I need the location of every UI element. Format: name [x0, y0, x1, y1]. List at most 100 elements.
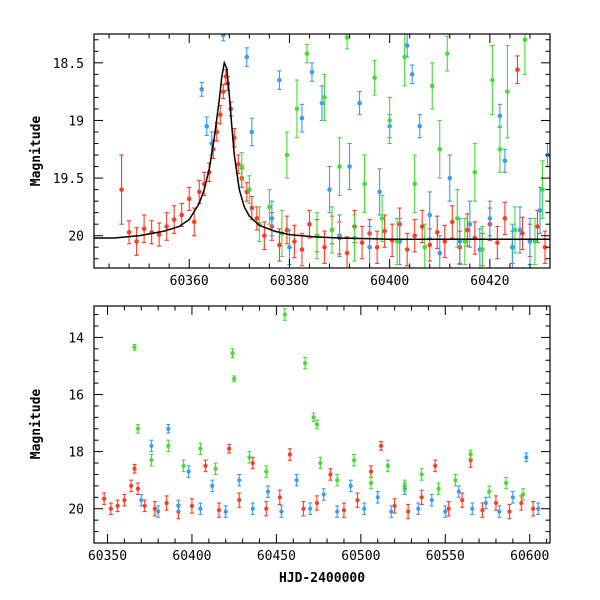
top-data-point	[532, 239, 538, 244]
top-x-tick-label: 60420	[470, 274, 509, 289]
top-data-point	[277, 242, 282, 248]
bottom-panel: 60350 60400 60450 60500 60550 60600 14 16 18 20 M…	[29, 305, 551, 586]
bottom-data-point	[493, 500, 499, 506]
top-data-point	[540, 187, 545, 192]
bottom-data-point	[419, 495, 424, 500]
top-data-point	[429, 83, 435, 89]
bottom-data-point	[287, 452, 293, 457]
top-data-point	[412, 233, 418, 239]
top-data-point	[447, 175, 453, 181]
top-data-point	[502, 158, 508, 164]
bottom-data-point	[392, 503, 397, 508]
top-data-point	[322, 95, 327, 100]
bottom-data-point	[453, 478, 458, 483]
top-data-point	[487, 216, 493, 221]
bottom-data-point	[314, 422, 320, 427]
bottom-data-point	[186, 469, 191, 474]
bottom-data-point	[265, 489, 271, 494]
top-data-point	[437, 146, 443, 152]
top-series-0	[119, 55, 548, 268]
top-data-point	[179, 212, 184, 218]
bottom-y-tick-label: 18	[68, 446, 84, 461]
top-y-tick-label: 19	[68, 114, 84, 129]
top-data-point	[502, 216, 508, 221]
top-data-point	[304, 51, 310, 56]
top-data-point	[505, 89, 510, 94]
bottom-data-point	[436, 486, 441, 491]
top-data-point	[367, 244, 372, 250]
bottom-data-point	[416, 506, 421, 511]
bottom-data-point	[385, 463, 390, 469]
top-data-point	[134, 239, 139, 244]
bottom-data-point	[198, 446, 203, 451]
top-data-point	[239, 164, 245, 169]
bottom-data-point	[264, 506, 269, 511]
bottom-data-point	[368, 469, 374, 474]
bottom-data-point	[132, 345, 137, 350]
bottom-y-tick-label: 20	[68, 503, 84, 518]
bottom-data-point	[301, 506, 306, 511]
top-data-point	[517, 227, 523, 233]
top-data-point	[267, 204, 272, 210]
bottom-data-point	[402, 483, 407, 488]
bottom-data-point	[237, 498, 242, 503]
top-data-point	[186, 196, 192, 202]
top-data-point	[417, 123, 423, 129]
top-data-point	[347, 164, 352, 169]
bottom-data-point	[250, 506, 255, 511]
top-data-point	[537, 208, 543, 213]
top-y-tick-label: 19.5	[53, 172, 84, 187]
top-data-point	[495, 240, 500, 245]
bottom-data-point	[335, 509, 340, 514]
bottom-data-point	[318, 460, 323, 466]
top-data-point	[217, 112, 223, 117]
bottom-data-point	[115, 503, 120, 508]
top-data-point	[527, 239, 533, 244]
bottom-data-point	[247, 455, 252, 460]
top-data-point	[412, 181, 418, 187]
bottom-data-point	[139, 498, 144, 503]
top-data-point	[247, 187, 252, 192]
top-data-point	[510, 244, 515, 250]
top-data-point	[249, 129, 255, 135]
top-data-point	[164, 224, 169, 229]
bottom-data-point	[152, 506, 157, 511]
top-data-point	[377, 189, 382, 195]
top-data-point	[372, 75, 377, 81]
top-data-point	[309, 69, 315, 75]
model-fit-curve	[94, 60, 550, 240]
top-data-point	[442, 239, 448, 244]
top-data-point	[359, 240, 365, 245]
bottom-x-tick-label: 60600	[510, 549, 549, 564]
top-data-point	[319, 100, 325, 106]
top-data-point	[327, 187, 332, 192]
bottom-data-point	[164, 500, 169, 506]
bottom-data-point	[189, 503, 195, 508]
bottom-x-tick-label: 60550	[426, 549, 465, 564]
top-data-point	[249, 205, 255, 211]
top-data-point	[535, 224, 540, 229]
bottom-data-point	[176, 503, 181, 508]
top-data-point	[444, 51, 450, 56]
top-data-point	[171, 217, 177, 222]
top-plot-frame	[93, 33, 551, 269]
top-series-2	[239, 34, 545, 268]
bottom-data-point	[433, 463, 438, 469]
bottom-data-point	[507, 509, 512, 514]
top-data-point	[427, 212, 433, 218]
bottom-data-point	[216, 508, 222, 513]
top-x-tick-label: 60380	[270, 274, 309, 289]
top-data-point	[457, 239, 463, 244]
top-data-point	[322, 244, 327, 250]
top-data-point	[141, 226, 147, 232]
bottom-data-point	[362, 506, 367, 511]
top-data-point	[269, 216, 275, 221]
bottom-data-point	[429, 498, 434, 503]
top-data-point	[344, 35, 350, 40]
bottom-x-tick-label: 60400	[172, 549, 211, 564]
top-data-point	[402, 54, 407, 60]
top-y-axis-label: Magnitude	[29, 116, 44, 187]
bottom-data-point	[282, 312, 287, 317]
